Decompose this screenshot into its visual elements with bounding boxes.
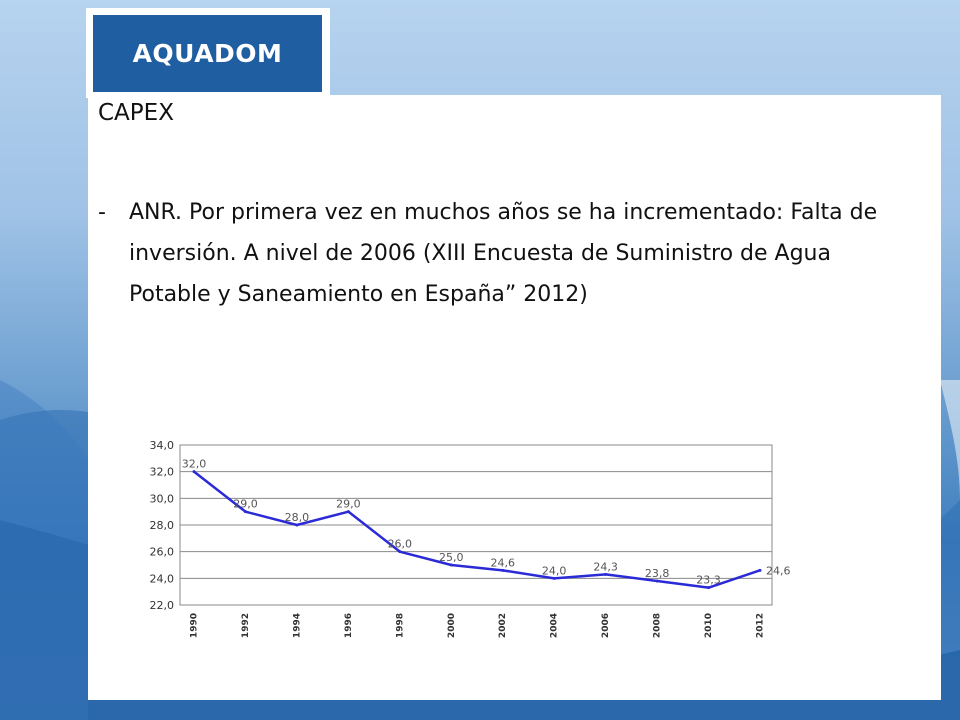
bullet-text: ANR. Por primera vez en muchos años se h… [129, 200, 878, 307]
data-point [655, 579, 659, 583]
data-point [398, 550, 402, 554]
data-label: 28,0 [285, 511, 310, 524]
content-panel [88, 95, 941, 700]
series-line [193, 470, 761, 589]
y-tick-label: 34,0 [150, 439, 175, 452]
slide-heading: CAPEX [98, 100, 174, 126]
data-label: 32,0 [182, 458, 207, 471]
x-tick-label: 2000 [447, 613, 457, 638]
data-label: 25,0 [439, 551, 464, 564]
x-tick-label: 2002 [498, 613, 508, 638]
logo-frame: AQUADOM [86, 8, 330, 98]
data-label: 29,0 [336, 498, 361, 511]
x-tick-label: 2004 [550, 613, 560, 638]
logo: AQUADOM [93, 15, 322, 92]
data-point [707, 586, 711, 590]
data-label: 29,0 [233, 498, 257, 511]
data-point [449, 563, 453, 567]
data-label: 24,3 [593, 560, 618, 573]
x-tick-label: 1996 [344, 613, 354, 638]
y-tick-label: 30,0 [150, 492, 175, 505]
data-label: 26,0 [388, 538, 413, 551]
y-tick-label: 26,0 [150, 546, 175, 559]
y-tick-label: 28,0 [150, 519, 175, 532]
logo-text: AQUADOM [132, 39, 283, 68]
line-chart: 34,0 32,0 30,0 28,0 26,0 24,0 22,0 32,0 29,0 28,0… [150, 439, 791, 638]
data-label: 23,8 [645, 567, 670, 580]
data-label: 24,6 [766, 564, 791, 577]
x-tick-label: 1992 [241, 613, 251, 638]
y-tick-label: 24,0 [150, 572, 175, 585]
x-tick-label: 1990 [190, 613, 200, 638]
data-label: 23,3 [696, 574, 721, 587]
data-point [295, 523, 299, 527]
x-tick-label: 2010 [704, 613, 714, 638]
data-point [243, 510, 247, 514]
data-point [552, 576, 556, 580]
x-tick-label: 1998 [395, 613, 405, 638]
y-tick-label: 32,0 [150, 466, 175, 479]
data-label: 24,6 [490, 556, 515, 569]
bullet-marker: - [98, 200, 106, 225]
bullet-item: - ANR. Por primera vez en muchos años se… [98, 192, 898, 315]
x-tick-label: 1994 [292, 613, 302, 638]
x-tick-label: 2006 [601, 613, 611, 638]
x-tick-label: 2012 [756, 613, 766, 638]
y-tick-label: 22,0 [150, 599, 175, 612]
data-point [758, 568, 762, 572]
data-point [346, 510, 350, 514]
data-point [501, 568, 505, 572]
data-point [604, 572, 608, 576]
data-point [192, 470, 196, 474]
data-label: 24,0 [542, 564, 567, 577]
x-tick-label: 2008 [653, 613, 663, 638]
